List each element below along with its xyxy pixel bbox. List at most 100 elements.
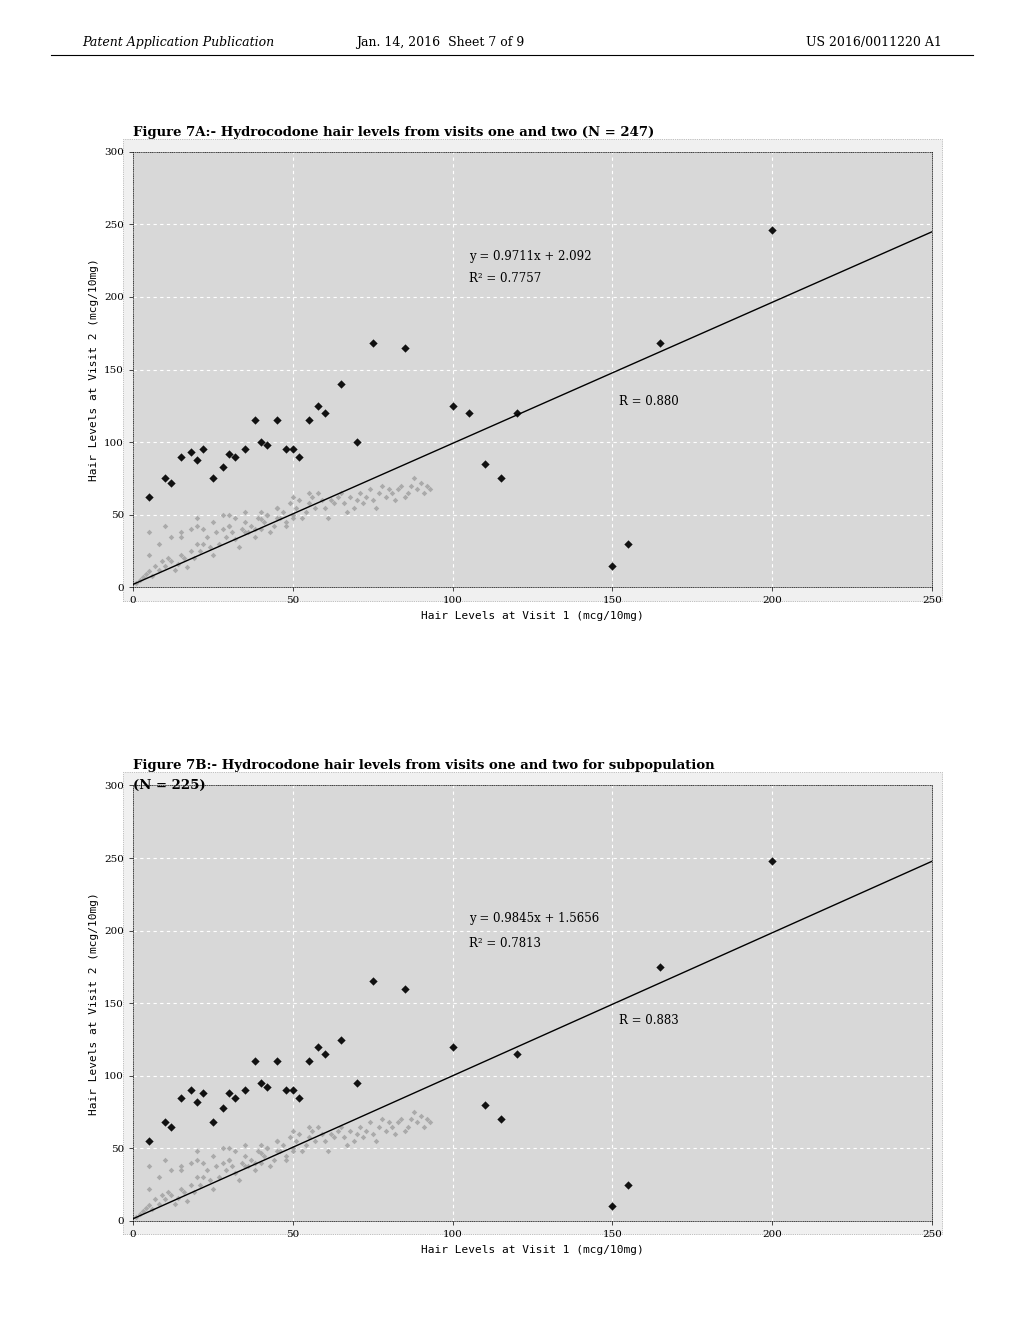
Point: [285, 487, 301, 508]
Point: [327, 492, 343, 513]
Point: [384, 1117, 400, 1138]
Point: [217, 525, 233, 546]
Point: [202, 1170, 218, 1191]
Point: [163, 550, 179, 572]
Point: [416, 482, 432, 503]
Point: [224, 1155, 241, 1176]
Point: [196, 519, 212, 540]
Point: [282, 1126, 298, 1147]
Point: [193, 1175, 209, 1196]
Point: [253, 1072, 269, 1093]
Point: [279, 1144, 295, 1167]
Point: [493, 469, 509, 490]
Point: [304, 487, 321, 508]
Point: [381, 478, 397, 499]
Point: [211, 533, 227, 554]
Point: [182, 1080, 199, 1101]
Point: [205, 511, 221, 532]
Point: [224, 521, 241, 543]
Point: [214, 504, 230, 525]
Point: [237, 511, 253, 532]
X-axis label: Hair Levels at Visit 1 (mcg/10mg): Hair Levels at Visit 1 (mcg/10mg): [421, 1245, 644, 1254]
Point: [444, 1036, 461, 1057]
Point: [461, 403, 477, 424]
Point: [285, 1138, 301, 1159]
Point: [227, 446, 244, 467]
Point: [134, 1200, 151, 1221]
Point: [508, 1043, 524, 1064]
Point: [272, 507, 289, 528]
Point: [182, 541, 199, 562]
Point: [157, 516, 173, 537]
Point: [259, 504, 275, 525]
Point: [163, 525, 179, 546]
Point: [371, 1117, 387, 1138]
Point: [131, 1204, 147, 1225]
Point: [196, 533, 212, 554]
Point: [253, 1142, 269, 1163]
Point: [157, 1111, 173, 1133]
Point: [288, 496, 304, 517]
Point: [205, 469, 221, 490]
Point: [160, 548, 176, 569]
Text: R² = 0.7813: R² = 0.7813: [469, 937, 541, 950]
Point: [173, 521, 189, 543]
Point: [333, 1030, 349, 1051]
Point: [358, 487, 375, 508]
Point: [176, 548, 193, 569]
Point: [374, 475, 390, 496]
Point: [374, 1109, 390, 1130]
Point: [621, 533, 637, 554]
Point: [237, 521, 253, 543]
Point: [247, 1160, 263, 1181]
Point: [250, 1140, 266, 1162]
Point: [243, 1150, 259, 1171]
Point: [319, 507, 336, 528]
Point: [141, 561, 158, 582]
Point: [348, 490, 365, 511]
Point: [221, 1150, 238, 1171]
Point: [221, 1138, 238, 1159]
Point: [262, 521, 279, 543]
Point: [247, 525, 263, 546]
Point: [193, 541, 209, 562]
Point: [327, 1126, 343, 1147]
Point: [399, 1117, 416, 1138]
Point: [262, 1155, 279, 1176]
Point: [301, 409, 317, 430]
Point: [230, 1170, 247, 1191]
Point: [396, 1121, 413, 1142]
Point: [413, 473, 429, 494]
Point: [237, 1135, 253, 1156]
Point: [240, 521, 256, 543]
Text: Patent Application Publication: Patent Application Publication: [82, 36, 274, 49]
Point: [268, 1130, 285, 1151]
Point: [253, 1135, 269, 1156]
Point: [301, 492, 317, 513]
Point: [355, 1126, 372, 1147]
Point: [141, 1130, 158, 1151]
Point: [237, 438, 253, 459]
Point: [272, 1140, 289, 1162]
Text: y = 0.9845x + 1.5656: y = 0.9845x + 1.5656: [469, 912, 599, 925]
Point: [345, 496, 361, 517]
Point: [227, 507, 244, 528]
Point: [285, 438, 301, 459]
Point: [237, 1155, 253, 1176]
Point: [282, 492, 298, 513]
Point: [199, 1160, 215, 1181]
Point: [348, 432, 365, 453]
Point: [377, 487, 393, 508]
Point: [247, 1152, 263, 1173]
Point: [131, 570, 147, 591]
Point: [227, 1088, 244, 1109]
Text: y = 0.9711x + 2.092: y = 0.9711x + 2.092: [469, 249, 591, 263]
Point: [205, 1179, 221, 1200]
Text: R = 0.880: R = 0.880: [618, 395, 679, 408]
Point: [652, 333, 669, 354]
Point: [265, 516, 282, 537]
Point: [330, 1121, 346, 1142]
Point: [240, 1155, 256, 1176]
Point: [345, 1130, 361, 1151]
Point: [188, 507, 205, 528]
